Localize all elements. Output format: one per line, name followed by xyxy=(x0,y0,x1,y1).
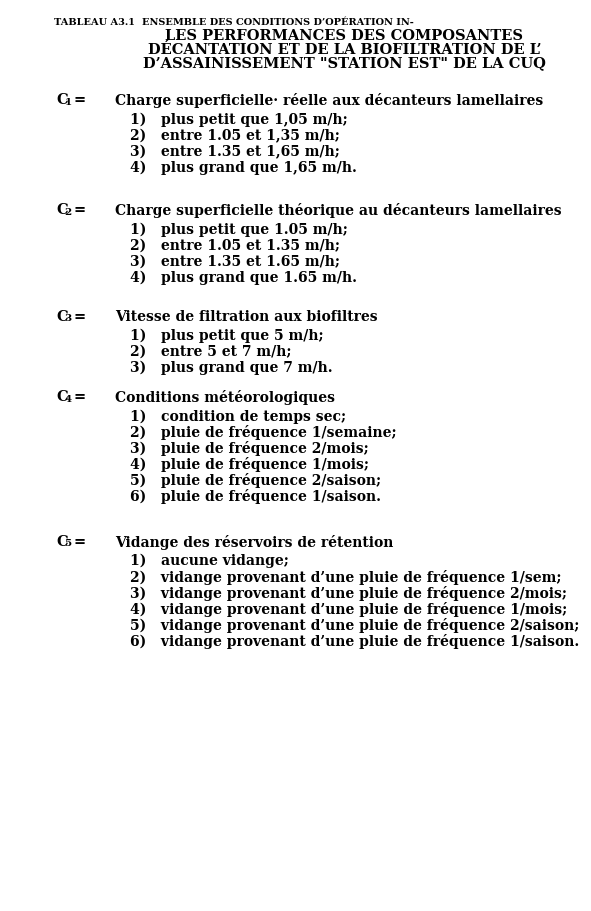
Text: 3)   entre 1.35 et 1,65 m/h;: 3) entre 1.35 et 1,65 m/h; xyxy=(130,145,340,159)
Text: 6)   pluie de fréquence 1/saison.: 6) pluie de fréquence 1/saison. xyxy=(130,489,381,504)
Text: =: = xyxy=(73,534,86,548)
Text: C: C xyxy=(56,202,68,217)
Text: 1)   aucune vidange;: 1) aucune vidange; xyxy=(130,553,289,568)
Text: 3)   pluie de fréquence 2/mois;: 3) pluie de fréquence 2/mois; xyxy=(130,441,369,456)
Text: 5: 5 xyxy=(64,538,72,548)
Text: =: = xyxy=(73,93,86,107)
Text: 4)   vidange provenant d’une pluie de fréquence 1/mois;: 4) vidange provenant d’une pluie de fréq… xyxy=(130,601,567,617)
Text: =: = xyxy=(73,390,86,404)
Text: 4)   plus grand que 1.65 m/h.: 4) plus grand que 1.65 m/h. xyxy=(130,270,357,284)
Text: 2)   entre 5 et 7 m/h;: 2) entre 5 et 7 m/h; xyxy=(130,344,291,359)
Text: 1)   plus petit que 5 m/h;: 1) plus petit que 5 m/h; xyxy=(130,329,324,343)
Text: C: C xyxy=(56,534,68,548)
Text: LES PERFORMANCES DES COMPOSANTES: LES PERFORMANCES DES COMPOSANTES xyxy=(165,29,523,43)
Text: 5)   vidange provenant d’une pluie de fréquence 2/saison;: 5) vidange provenant d’une pluie de fréq… xyxy=(130,618,579,632)
Text: Vitesse de filtration aux biofiltres: Vitesse de filtration aux biofiltres xyxy=(115,309,378,323)
Text: ENSEMBLE DES CONDITIONS D’OPÉRATION IN-: ENSEMBLE DES CONDITIONS D’OPÉRATION IN- xyxy=(142,17,414,26)
Text: 3: 3 xyxy=(64,314,72,323)
Text: D’ASSAINISSEMENT "STATION EST" DE LA CUQ: D’ASSAINISSEMENT "STATION EST" DE LA CUQ xyxy=(143,56,545,70)
Text: Vidange des réservoirs de rétention: Vidange des réservoirs de rétention xyxy=(115,534,393,549)
Text: 4)   pluie de fréquence 1/mois;: 4) pluie de fréquence 1/mois; xyxy=(130,457,369,472)
Text: 4)   plus grand que 1,65 m/h.: 4) plus grand que 1,65 m/h. xyxy=(130,160,357,175)
Text: 5)   pluie de fréquence 2/saison;: 5) pluie de fréquence 2/saison; xyxy=(130,473,381,488)
Text: 3)   plus grand que 7 m/h.: 3) plus grand que 7 m/h. xyxy=(130,361,333,375)
Text: Charge superficielle· réelle aux décanteurs lamellaires: Charge superficielle· réelle aux décante… xyxy=(115,93,543,108)
Text: 4: 4 xyxy=(64,394,72,404)
Text: TABLEAU A3.1: TABLEAU A3.1 xyxy=(54,17,135,26)
Text: C: C xyxy=(56,309,68,323)
Text: Charge superficielle théorique au décanteurs lamellaires: Charge superficielle théorique au décant… xyxy=(115,202,561,218)
Text: C: C xyxy=(56,93,68,107)
Text: 1)   plus petit que 1.05 m/h;: 1) plus petit que 1.05 m/h; xyxy=(130,222,348,236)
Text: 2)   entre 1.05 et 1.35 m/h;: 2) entre 1.05 et 1.35 m/h; xyxy=(130,238,340,252)
Text: 3)   vidange provenant d’une pluie de fréquence 2/mois;: 3) vidange provenant d’une pluie de fréq… xyxy=(130,586,567,600)
Text: 6)   vidange provenant d’une pluie de fréquence 1/saison.: 6) vidange provenant d’une pluie de fréq… xyxy=(130,633,579,649)
Text: Conditions météorologiques: Conditions météorologiques xyxy=(115,390,335,404)
Text: 2: 2 xyxy=(64,208,72,217)
Text: =: = xyxy=(73,309,86,323)
Text: C: C xyxy=(56,390,68,404)
Text: 1)   condition de temps sec;: 1) condition de temps sec; xyxy=(130,409,346,424)
Text: 3)   entre 1.35 et 1.65 m/h;: 3) entre 1.35 et 1.65 m/h; xyxy=(130,254,340,268)
Text: 2)   entre 1.05 et 1,35 m/h;: 2) entre 1.05 et 1,35 m/h; xyxy=(130,128,340,143)
Text: 2)   vidange provenant d’une pluie de fréquence 1/sem;: 2) vidange provenant d’une pluie de fréq… xyxy=(130,569,561,584)
Text: 1: 1 xyxy=(64,98,72,107)
Text: DÉCANTATION ET DE LA BIOFILTRATION DE L’: DÉCANTATION ET DE LA BIOFILTRATION DE L’ xyxy=(148,43,541,56)
Text: =: = xyxy=(73,202,86,217)
Text: 2)   pluie de fréquence 1/semaine;: 2) pluie de fréquence 1/semaine; xyxy=(130,425,397,440)
Text: 1)   plus petit que 1,05 m/h;: 1) plus petit que 1,05 m/h; xyxy=(130,112,348,127)
